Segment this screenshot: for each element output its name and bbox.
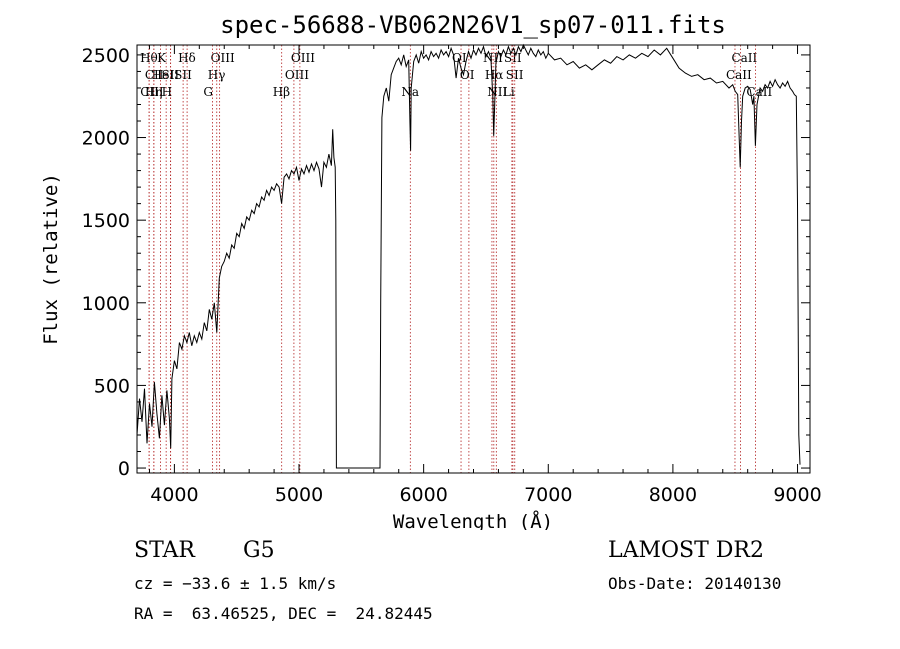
y-tick-label: 2500 — [82, 45, 130, 67]
x-tick-label: 7000 — [524, 484, 572, 506]
obs-date: Obs-Date: 20140130 — [608, 574, 782, 593]
x-tick-label: 8000 — [649, 484, 697, 506]
spectral-line-label: Hγ — [208, 68, 226, 82]
spectral-line-label: SII — [506, 68, 524, 82]
spectral-line-label: OIII — [285, 68, 309, 82]
spectral-line-label: SII — [504, 51, 522, 65]
x-tick-label: 4000 — [150, 484, 198, 506]
chart-title: spec-56688-VB062N26V1_sp07-011.fits — [220, 11, 726, 39]
y-axis-label: Flux (relative) — [40, 173, 62, 345]
spectral-line-label: OIII — [291, 51, 315, 65]
spectral-line-label: Hη — [145, 85, 163, 99]
spectral-line-label: OI — [452, 51, 467, 65]
spectral-line-label: G — [203, 85, 213, 99]
x-tick-label: 6000 — [399, 484, 447, 506]
spectral-line-label: CaII — [731, 51, 757, 65]
redshift-line: cz = −33.6 ± 1.5 km/s — [134, 574, 337, 593]
plot-frame — [136, 44, 811, 474]
spectral-line-label: K — [157, 51, 167, 65]
spectral-line-label: NII — [483, 51, 503, 65]
spectral-line-label: CII — [145, 68, 164, 82]
y-tick-label: 500 — [94, 375, 130, 397]
y-tick-label: 0 — [118, 458, 130, 480]
spectrum-line — [136, 43, 801, 469]
spectral-line-label: Hδ — [178, 51, 196, 65]
spectral-line-label: Hα — [485, 68, 504, 82]
object-type: STAR — [134, 538, 195, 563]
coordinates: RA = 63.46525, DEC = 24.82445 — [134, 604, 433, 623]
spectral-line-label: Li — [503, 85, 515, 99]
y-tick-label: 2000 — [82, 128, 130, 150]
spectral-line-label: CaII — [726, 68, 752, 82]
y-tick-label: 1500 — [82, 210, 130, 232]
spectral-line-label: SII — [162, 68, 180, 82]
x-axis-ticks: 4000 5000 6000 7000 8000 9000 — [148, 45, 822, 506]
x-tick-label: 9000 — [773, 484, 821, 506]
spectral-line-label: HeI — [152, 68, 175, 82]
x-axis-label: Wavelength (Å) — [393, 510, 553, 530]
spectral-line-label: CIII — [140, 85, 164, 99]
spectral-line-label: H — [162, 85, 172, 99]
y-tick-label: 1000 — [82, 293, 130, 315]
spectral-line-label: Na — [401, 85, 419, 99]
spectral-line-label: SII — [174, 68, 192, 82]
subclass: G5 — [243, 538, 275, 563]
survey-name: LAMOST DR2 — [608, 538, 764, 563]
x-tick-label: 5000 — [275, 484, 323, 506]
spectrum-chart: spec-56688-VB062N26V1_sp07-011.fits HθCI… — [40, 11, 822, 530]
spectral-line-label: OIII — [211, 51, 235, 65]
spectral-line-label: Hβ — [273, 85, 290, 99]
y-axis-ticks: 0 500 1000 1500 2000 2500 — [82, 45, 810, 480]
